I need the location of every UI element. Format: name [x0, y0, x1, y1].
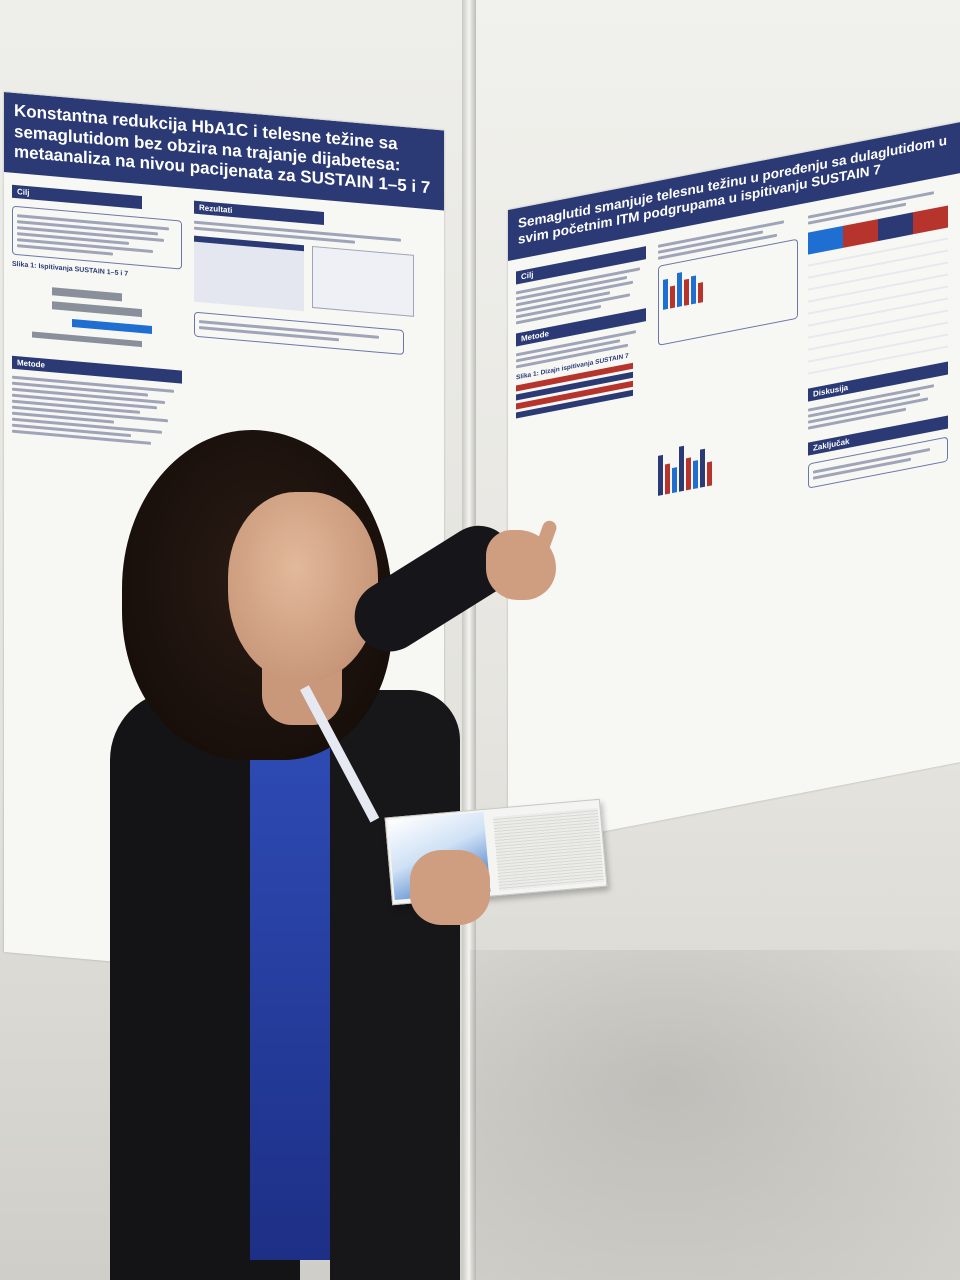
left-section-results: Rezultati — [194, 200, 324, 226]
person-jacket-right — [330, 690, 460, 1280]
right-middle-column — [658, 215, 798, 496]
right-right-column: Diskusija Zaključak — [808, 185, 948, 492]
person-face — [228, 492, 378, 682]
wall-shadow — [470, 950, 960, 1280]
right-mini-chart-2 — [658, 409, 798, 496]
right-study-design-figure — [516, 360, 646, 419]
left-results-column: Rezultati — [194, 195, 424, 361]
right-poster: Semaglutid smanjuje telesnu težinu u por… — [508, 122, 960, 851]
panel-corner-post — [462, 0, 476, 1280]
left-results-table — [194, 235, 424, 322]
person-holding-hand — [410, 850, 490, 925]
left-goal-box — [12, 205, 182, 270]
left-section-goal: Cilj — [12, 184, 142, 210]
book-pages — [492, 807, 604, 891]
left-methods-text — [12, 375, 182, 448]
